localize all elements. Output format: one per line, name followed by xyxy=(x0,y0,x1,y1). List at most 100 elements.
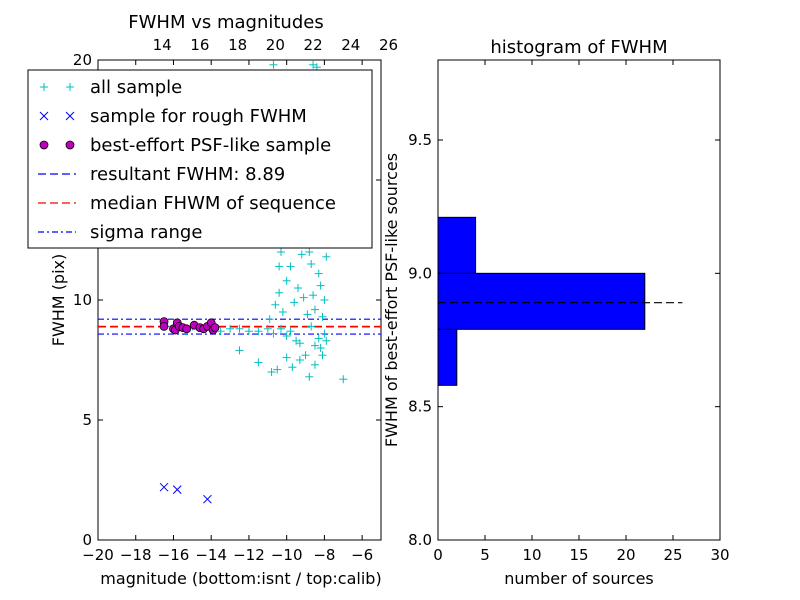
x-tick-label: 0 xyxy=(433,546,443,564)
top-x-tick-label: 16 xyxy=(190,36,209,54)
data-point-0-57 xyxy=(303,310,312,319)
data-point-2-1 xyxy=(159,321,169,331)
data-point-0-10 xyxy=(244,327,253,336)
data-point-0-22 xyxy=(282,353,291,362)
legend-entry: all sample xyxy=(40,77,182,98)
x-tick-label: −12 xyxy=(233,546,265,564)
scatter-axes: −20−18−16−14−12−10−8−6051015201416182022… xyxy=(73,36,398,564)
legend-entry: median FHWM of sequence xyxy=(38,193,336,214)
legend-label: sample for rough FWHM xyxy=(90,106,307,127)
data-point-0-30 xyxy=(265,315,274,324)
data-point-0-68 xyxy=(277,248,286,256)
data-point-0-7 xyxy=(216,327,225,336)
data-point-0-58 xyxy=(299,293,308,302)
legend-label: resultant FWHM: 8.89 xyxy=(90,164,285,185)
x-tick-label: −20 xyxy=(82,546,114,564)
histogram-x-axis-label: number of sources xyxy=(504,569,654,588)
x-tick-label: 30 xyxy=(710,546,729,564)
x-tick-label: −14 xyxy=(195,546,227,564)
data-point-0-23 xyxy=(288,363,297,372)
x-tick-label: 20 xyxy=(616,546,635,564)
data-point-0-19 xyxy=(254,358,263,367)
data-point-0-26 xyxy=(305,372,314,381)
y-tick-label: 10 xyxy=(73,291,92,309)
data-point-2-7 xyxy=(182,324,192,334)
y-tick-label: 0 xyxy=(82,531,92,549)
legend-marker xyxy=(65,111,75,121)
data-point-0-52 xyxy=(322,252,331,261)
data-point-0-34 xyxy=(282,276,291,285)
legend-marker xyxy=(39,140,49,150)
x-tick-label: 10 xyxy=(522,546,541,564)
data-point-0-18 xyxy=(235,346,244,355)
scatter-y-axis-label: FWHM (pix) xyxy=(49,254,68,347)
histogram-axes: 0 5 10 15 20 25 30 8.0 8.5 9.0 9.5 xyxy=(408,60,730,564)
x-tick-label: 25 xyxy=(663,546,682,564)
legend-entry: sample for rough FWHM xyxy=(39,106,307,127)
data-point-0-67 xyxy=(269,60,278,69)
data-point-0-69 xyxy=(275,262,284,271)
data-point-0-33 xyxy=(278,308,287,316)
scatter-panel: FWHM vs magnitudes −20 −18 −16 −14 −12 −10 −8−… xyxy=(27,12,398,588)
legend-box xyxy=(27,69,373,249)
data-point-0-35 xyxy=(286,262,295,271)
top-x-tick-label: 24 xyxy=(341,36,360,54)
data-point-0-36 xyxy=(290,298,299,307)
data-point-0-43 xyxy=(309,291,318,300)
scatter-legend: all sample sample for rough FWHM best-effo… xyxy=(27,69,373,249)
legend-marker xyxy=(40,83,48,91)
x-tick-label: 5 xyxy=(480,546,490,564)
histogram-plot-area xyxy=(437,216,683,386)
y-tick-label: 5 xyxy=(82,411,92,429)
x-tick-label: 15 xyxy=(569,546,588,564)
legend-marker xyxy=(66,83,74,91)
data-point-0-53 xyxy=(318,351,327,360)
y-tick-label: 9.5 xyxy=(408,131,432,149)
scatter-x-axis-label: magnitude (bottom:isnt / top:calib) xyxy=(100,569,381,588)
legend-label: sigma range xyxy=(90,222,202,243)
x-tick-label: −6 xyxy=(351,546,373,564)
data-point-0-47 xyxy=(316,281,325,290)
data-point-0-44 xyxy=(310,305,319,314)
legend-entry: sigma range xyxy=(38,222,202,243)
top-x-tick-label: 22 xyxy=(304,36,323,54)
histogram-bar xyxy=(437,272,646,330)
data-point-0-15 xyxy=(282,332,291,340)
data-point-0-51 xyxy=(322,336,331,345)
top-x-tick-label: 14 xyxy=(153,36,172,54)
data-point-0-8 xyxy=(226,324,235,333)
data-point-0-28 xyxy=(316,344,325,352)
data-point-0-46 xyxy=(314,269,323,278)
data-point-0-32 xyxy=(275,288,284,297)
data-point-0-65 xyxy=(309,60,318,69)
x-tick-label: −16 xyxy=(158,546,190,564)
legend-label: best-effort PSF-like sample xyxy=(90,135,331,156)
data-point-0-41 xyxy=(305,248,314,256)
top-x-tick-label: 18 xyxy=(228,36,247,54)
legend-entry: resultant FWHM: 8.89 xyxy=(38,164,285,185)
x-tick-label: −8 xyxy=(313,546,335,564)
histogram-title: histogram of FWHM xyxy=(490,37,667,58)
data-point-0-38 xyxy=(297,250,306,259)
data-point-0-49 xyxy=(320,329,329,338)
data-point-0-13 xyxy=(269,329,278,338)
histogram-bar xyxy=(437,328,458,386)
data-point-0-25 xyxy=(301,351,310,360)
y-tick-label: 20 xyxy=(73,51,92,69)
top-x-tick-label: 26 xyxy=(379,36,398,54)
legend-entry: best-effort PSF-like sample xyxy=(39,135,331,156)
data-point-0-21 xyxy=(273,365,282,374)
data-point-0-11 xyxy=(254,327,263,336)
y-tick-label: 8.5 xyxy=(408,398,432,416)
data-point-1-1 xyxy=(172,485,182,494)
data-point-0-16 xyxy=(286,327,295,336)
y-tick-label: 8.0 xyxy=(408,531,432,549)
legend-marker xyxy=(65,140,75,150)
data-point-0-48 xyxy=(318,312,327,321)
data-point-0-29 xyxy=(339,375,348,384)
x-tick-label: −18 xyxy=(120,546,152,564)
data-point-2-14 xyxy=(210,323,220,333)
data-point-0-50 xyxy=(320,296,329,304)
y-tick-label: 9.0 xyxy=(408,264,432,282)
